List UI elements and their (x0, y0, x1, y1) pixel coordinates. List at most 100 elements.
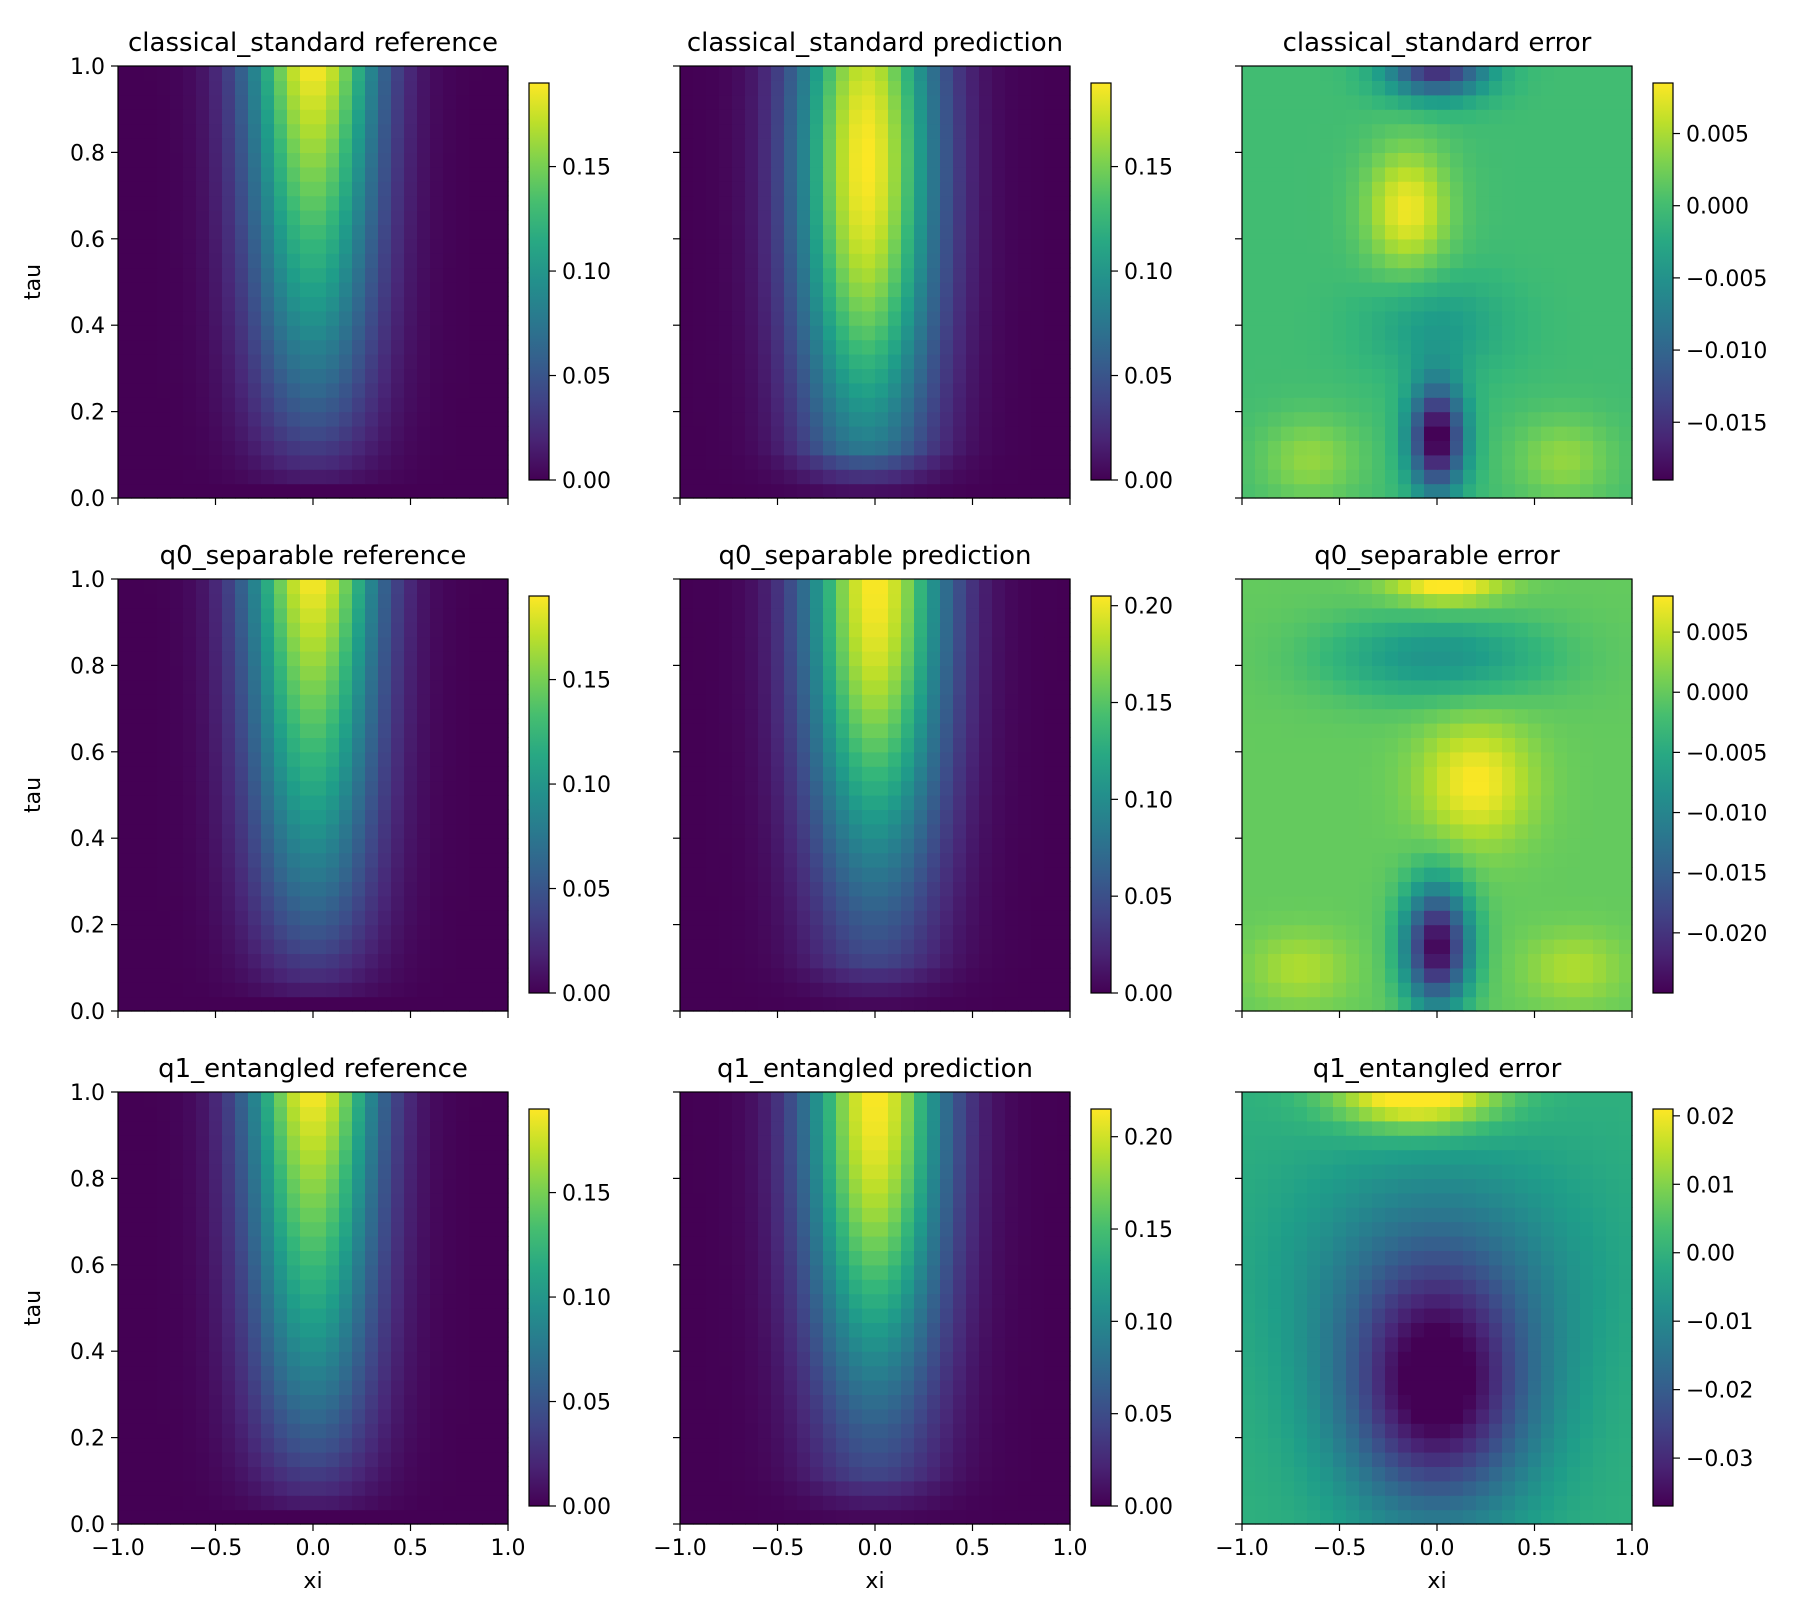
heatmap-cell (836, 622, 850, 638)
heatmap-cell (1372, 354, 1386, 369)
heatmap-cell (430, 881, 444, 897)
heatmap-cell (469, 310, 483, 326)
heatmap-cell (1593, 166, 1607, 182)
heatmap-cell (1489, 867, 1503, 882)
heatmap-cell (235, 310, 249, 326)
heatmap-cell (693, 310, 707, 326)
heatmap-cell (196, 282, 210, 297)
heatmap-cell (222, 368, 236, 384)
heatmap-cell (248, 66, 262, 81)
heatmap-cell (196, 166, 210, 182)
heatmap-cell (810, 397, 824, 413)
heatmap-cell (1005, 636, 1019, 652)
heatmap-cell (339, 924, 353, 940)
heatmap-cell (1580, 924, 1594, 940)
heatmap-cell (1437, 454, 1451, 470)
heatmap-cell (836, 665, 850, 681)
heatmap-cell (979, 895, 993, 911)
heatmap-cell (1018, 426, 1032, 441)
heatmap-cell (966, 665, 980, 681)
heatmap-cell (235, 665, 249, 681)
heatmap-cell (901, 737, 915, 753)
heatmap-cell (1320, 123, 1334, 139)
heatmap-cell (326, 593, 340, 609)
heatmap-cell (1044, 593, 1058, 609)
heatmap-cell (797, 66, 811, 81)
heatmap-cell (170, 411, 184, 427)
heatmap-cell (1268, 953, 1282, 969)
heatmap-cell (862, 267, 876, 283)
heatmap-cell (1359, 469, 1373, 485)
heatmap-cell (875, 354, 889, 369)
heatmap-cell (719, 895, 733, 911)
heatmap-cell (862, 910, 876, 926)
heatmap-cell (1593, 94, 1607, 110)
heatmap-cell (326, 795, 340, 810)
heatmap-cell (326, 838, 340, 854)
heatmap-cell (888, 867, 902, 882)
heatmap-cell (183, 679, 197, 695)
heatmap-cell (313, 953, 327, 969)
heatmap-cell (261, 579, 275, 594)
heatmap-cell (404, 296, 418, 312)
heatmap-cell (183, 881, 197, 897)
heatmap-cell (235, 224, 249, 240)
heatmap-cell (1424, 224, 1438, 240)
heatmap-cell (823, 910, 837, 926)
heatmap-cell (1005, 469, 1019, 485)
heatmap-cell (300, 325, 314, 341)
heatmap-cell (758, 924, 772, 940)
heatmap-cell (469, 665, 483, 681)
heatmap-cell (1320, 166, 1334, 182)
heatmap-cell (849, 996, 863, 1012)
heatmap-cell (352, 867, 366, 882)
heatmap-cell (1057, 138, 1071, 153)
heatmap-cell (430, 253, 444, 269)
heatmap-cell (1489, 895, 1503, 911)
heatmap-cell (209, 665, 223, 681)
heatmap-cell (1463, 469, 1477, 485)
heatmap-cell (157, 166, 171, 182)
heatmap-cell (732, 823, 746, 839)
heatmap-cell (157, 579, 171, 594)
heatmap-cell (1450, 152, 1464, 168)
heatmap-cell (693, 181, 707, 197)
heatmap-cell (1044, 469, 1058, 485)
heatmap-cell (1476, 867, 1490, 882)
heatmap-cell (430, 895, 444, 911)
heatmap-cell (927, 80, 941, 96)
heatmap-cell (235, 123, 249, 139)
heatmap-cell (235, 751, 249, 767)
heatmap-cell (417, 195, 431, 211)
heatmap-cell (1567, 94, 1581, 110)
heatmap-cell (1346, 368, 1360, 384)
heatmap-cell (1437, 195, 1451, 211)
heatmap-cell (339, 195, 353, 211)
heatmap-cell (313, 723, 327, 738)
heatmap-cell (771, 636, 785, 652)
heatmap-cell (248, 982, 262, 998)
heatmap-cell (196, 109, 210, 125)
subplot-1: classical_standard prediction0.000.050.1… (673, 28, 1173, 505)
heatmap-cell (849, 651, 863, 666)
heatmap-cell (732, 665, 746, 681)
heatmap-cell (706, 368, 720, 384)
heatmap-cell (901, 723, 915, 738)
heatmap-cell (1580, 368, 1594, 384)
heatmap-cell (1005, 780, 1019, 796)
heatmap-cell (1554, 411, 1568, 427)
heatmap-cell (1005, 368, 1019, 384)
heatmap-cell (326, 253, 340, 269)
heatmap-cell (1450, 382, 1464, 398)
heatmap-cell (118, 354, 132, 369)
heatmap-cell (365, 224, 379, 240)
heatmap-cell (784, 166, 798, 182)
heatmap-cell (849, 195, 863, 211)
heatmap-cell (404, 665, 418, 681)
heatmap-cell (1541, 166, 1555, 182)
heatmap-cell (131, 109, 145, 125)
heatmap-cell (888, 109, 902, 125)
heatmap-cell (862, 593, 876, 609)
heatmap-cell (1359, 440, 1373, 456)
heatmap-cell (1281, 152, 1295, 168)
